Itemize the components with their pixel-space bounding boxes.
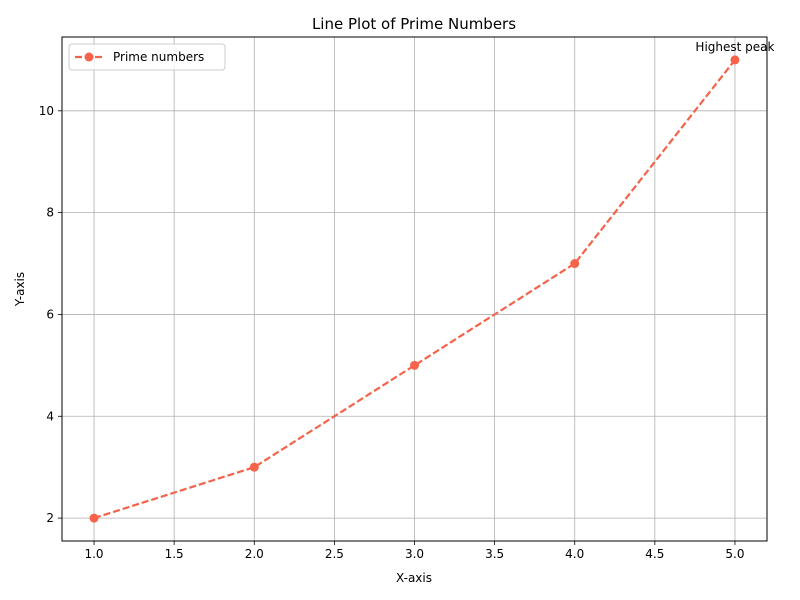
x-tick-label: 3.0 [405, 547, 424, 561]
data-point [410, 360, 419, 370]
y-tick-label: 2 [46, 511, 54, 525]
x-tick-label: 2.0 [245, 547, 264, 561]
chart-title: Line Plot of Prime Numbers [312, 15, 516, 33]
annotations: Highest peak [695, 40, 774, 54]
series-line [93, 59, 736, 520]
y-axis-label: Y-axis [13, 272, 27, 307]
data-point [730, 55, 740, 65]
y-tick-label: 8 [46, 206, 54, 220]
data-point [249, 462, 259, 472]
legend-label: Prime numbers [113, 50, 204, 64]
x-tick-label: 4.5 [645, 547, 664, 561]
legend-box [68, 43, 226, 71]
x-tick-label: 1.5 [165, 547, 184, 561]
x-tick-label: 4.0 [565, 547, 584, 561]
grid [62, 37, 767, 541]
data-point [89, 513, 99, 523]
x-tick-label: 5.0 [725, 547, 744, 561]
x-tick-label: 2.5 [325, 547, 344, 561]
series-layer [89, 55, 740, 523]
y-tick-label: 10 [39, 104, 54, 118]
ticks: 1.0 1.5 2.0 2.5 3.0 3.5 4.0 4.5 5.0 2 4 6 8 10 [39, 104, 745, 561]
y-tick-label: 6 [46, 307, 54, 321]
y-tick-label: 4 [46, 409, 54, 423]
x-tick-label: 3.5 [485, 547, 504, 561]
x-tick-label: 1.0 [84, 547, 103, 561]
legend: Prime numbers [68, 43, 226, 71]
x-axis-label: X-axis [396, 571, 432, 585]
annotation-label: Highest peak [695, 40, 774, 54]
data-point [570, 259, 580, 269]
legend-marker-swatch [84, 52, 94, 62]
